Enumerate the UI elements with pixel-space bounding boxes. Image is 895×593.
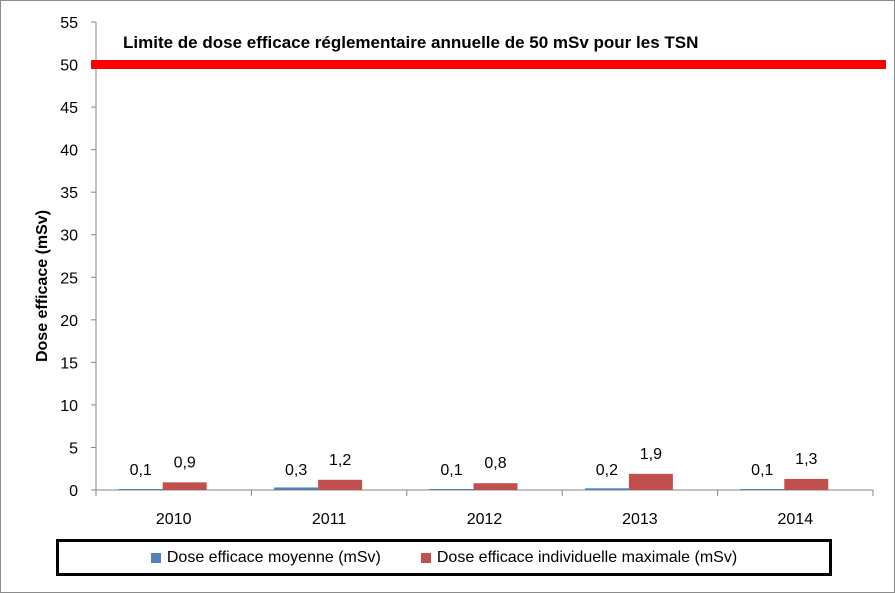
y-tick-label: 10 [60,398,78,415]
data-label-series-0: 0,3 [285,462,307,479]
data-label-series-0: 0,2 [596,462,618,479]
data-label-series-1: 0,9 [174,454,196,471]
y-tick-label: 35 [60,185,78,202]
y-tick-label: 15 [60,355,78,372]
x-axis: 2010 2011 2012 2013 2014 [95,489,874,528]
y-tick-label: 5 [69,440,78,457]
x-tick-label: 2014 [778,511,814,528]
y-tick-label: 45 [60,100,78,117]
y-tick-label: 30 [60,228,78,245]
y-axis-title: Dose efficace (mSv) [34,210,51,362]
data-label-series-0: 0,1 [440,462,462,479]
y-tick-label: 40 [60,143,78,160]
x-tick-label: 2012 [467,511,503,528]
legend-swatch-max [420,552,431,563]
y-axis: 0 5 10 15 20 25 30 35 40 45 50 55 [60,15,97,500]
y-tick-label: 55 [60,15,78,32]
bar-series-0 [274,487,319,490]
legend-swatch-mean [150,552,161,563]
data-label-series-1: 1,2 [329,452,351,469]
data-label-series-0: 0,1 [130,462,152,479]
bar-series-0 [429,489,474,490]
legend: Dose efficace moyenne (mSv) Dose efficac… [56,539,832,576]
data-label-series-1: 1,9 [640,446,662,463]
legend-label-max: Dose efficace individuelle maximale (mSv… [436,548,738,566]
y-tick-label: 20 [60,313,78,330]
data-label-series-1: 1,3 [795,451,817,468]
bar-series-1 [628,473,673,490]
bar-series-1 [473,483,518,490]
limit-label: Limite de dose efficace réglementaire an… [123,33,698,52]
x-tick-label: 2010 [156,511,192,528]
legend-label-mean: Dose efficace moyenne (mSv) [166,548,381,566]
y-tick-label: 0 [69,483,78,500]
legend-item-mean: Dose efficace moyenne (mSv) [150,548,381,567]
y-tick-label: 50 [60,58,78,75]
bar-series-1 [162,482,207,490]
bars [118,473,829,490]
data-label-series-0: 0,1 [751,462,773,479]
bar-series-1 [784,478,829,490]
bar-series-0 [740,489,785,490]
legend-item-max: Dose efficace individuelle maximale (mSv… [420,548,738,567]
bar-series-0 [584,488,629,490]
x-tick-label: 2013 [622,511,658,528]
bar-series-1 [318,479,363,490]
y-tick-label: 25 [60,270,78,287]
bar-series-0 [118,489,163,490]
data-label-series-1: 0,8 [484,455,506,472]
data-labels: 0,1 0,3 0,1 0,2 0,1 0,9 1,2 0,8 1,9 1,3 [130,446,818,479]
x-tick-label: 2011 [312,511,347,528]
